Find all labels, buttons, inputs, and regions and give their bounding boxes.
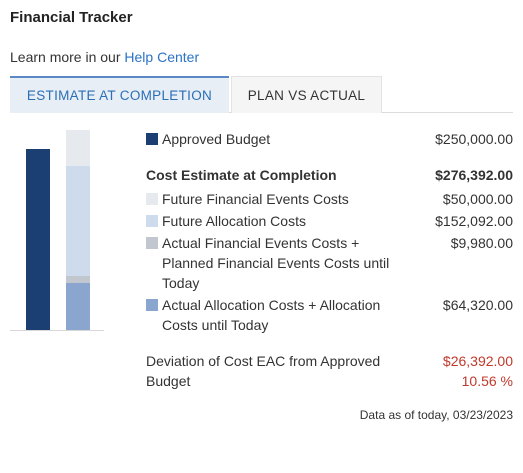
bar-segment-actual-allocation-costs-allocation-costs-until-today (66, 283, 90, 330)
help-prefix: Learn more in our (10, 49, 125, 65)
future-allocation-value: $152,092.00 (435, 213, 513, 229)
page-title: Financial Tracker (10, 9, 133, 26)
swatch-future-financial-events (146, 193, 158, 205)
actual-financial-label: Actual Financial Events Costs + Planned … (162, 235, 390, 291)
swatch-approved-budget (146, 133, 158, 145)
tab-estimate-at-completion[interactable]: ESTIMATE AT COMPLETION (10, 76, 229, 113)
bar-segment-actual-financial-events-costs-planned-financial-events-costs-until-today (66, 276, 90, 284)
future-financial-value: $50,000.00 (442, 191, 513, 207)
actual-allocation-value: $64,320.00 (442, 297, 513, 313)
swatch-actual-allocation (146, 299, 158, 311)
bar-segment-future-financial-events-costs (66, 130, 90, 167)
future-allocation-label: Future Allocation Costs (162, 213, 306, 229)
cost-eac-label: Cost Estimate at Completion (146, 167, 337, 183)
tab-plan-vs-actual[interactable]: PLAN VS ACTUAL (231, 76, 382, 113)
actual-allocation-label: Actual Allocation Costs + Allocation Cos… (162, 297, 381, 333)
deviation-percent: 10.56 % (461, 373, 513, 389)
approved-budget-label: Approved Budget (162, 131, 271, 147)
bar-segment-approved-budget (26, 149, 50, 330)
eac-bar-chart (10, 129, 104, 331)
bar-segment-future-allocation-costs (66, 166, 90, 277)
approved-budget-value: $250,000.00 (435, 131, 513, 147)
swatch-actual-financial-events (146, 237, 158, 249)
swatch-future-allocation (146, 215, 158, 227)
data-as-of-text: Data as of today, 03/23/2023 (359, 408, 513, 422)
future-financial-label: Future Financial Events Costs (162, 191, 349, 207)
cost-eac-value: $276,392.00 (435, 167, 513, 183)
help-text: Learn more in our Help Center (10, 49, 199, 65)
tab-bar: ESTIMATE AT COMPLETION PLAN VS ACTUAL (10, 76, 513, 113)
deviation-label: Deviation of Cost EAC from Approved Budg… (146, 353, 381, 389)
help-center-link[interactable]: Help Center (124, 49, 200, 65)
deviation-amount: $26,392.00 (442, 353, 513, 369)
actual-financial-value: $9,980.00 (450, 235, 513, 251)
